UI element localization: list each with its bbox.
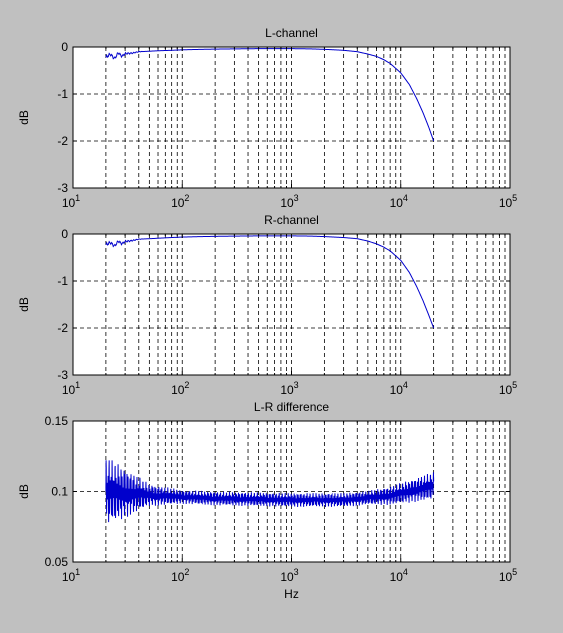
series-line: [105, 235, 435, 329]
y-tick-label: 0.05: [45, 555, 69, 569]
y-axis-label: dB: [17, 484, 31, 499]
y-tick-label: 0.15: [45, 414, 69, 428]
x-axis-label: Hz: [284, 587, 299, 601]
y-tick-label: -1: [57, 274, 68, 288]
series-line: [105, 460, 435, 523]
y-tick-label: -3: [57, 181, 68, 195]
y-tick-label: -2: [57, 321, 68, 335]
y-tick-label: 0.1: [51, 485, 68, 499]
chart-title: R-channel: [264, 213, 319, 227]
y-axis-label: dB: [17, 297, 31, 312]
chart-title: L-channel: [265, 26, 318, 40]
y-axis-label: dB: [17, 110, 31, 125]
series-line: [105, 48, 435, 142]
y-tick-label: -3: [57, 368, 68, 382]
y-tick-label: -1: [57, 87, 68, 101]
y-tick-label: -2: [57, 134, 68, 148]
chart-title: L-R difference: [254, 400, 329, 414]
y-tick-label: 0: [61, 227, 68, 241]
y-tick-label: 0: [61, 40, 68, 54]
